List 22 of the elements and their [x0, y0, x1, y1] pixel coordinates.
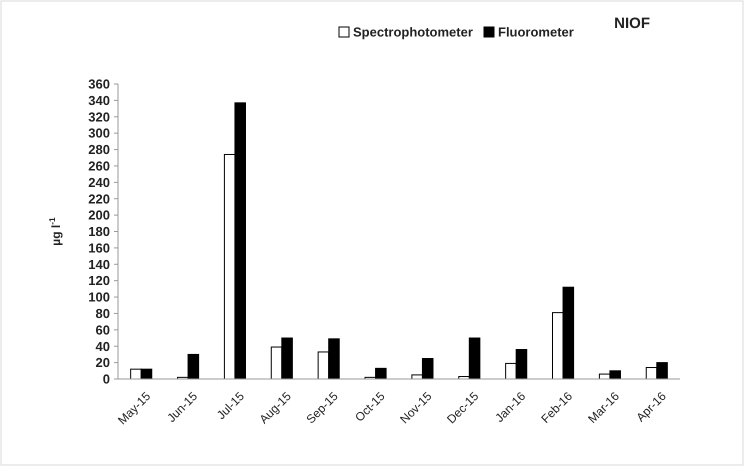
- y-tick-label: 200: [88, 208, 110, 223]
- y-tick-label: 360: [88, 76, 110, 92]
- y-tick-label: 300: [88, 126, 110, 141]
- legend-label: Fluorometer: [498, 24, 574, 40]
- y-tick-label: 0: [102, 372, 110, 387]
- y-tick-label: 60: [96, 322, 110, 338]
- y-tick-label: 160: [88, 240, 110, 256]
- y-tick-label: 220: [88, 191, 110, 206]
- y-tick-label: 340: [88, 92, 110, 108]
- y-tick-label: 320: [88, 109, 110, 124]
- y-tick-label: 120: [88, 273, 110, 288]
- y-tick-label: 40: [96, 338, 110, 354]
- legend-label: Spectrophotometer: [353, 24, 473, 40]
- y-tick-label: 20: [96, 355, 110, 370]
- y-tick-label: 140: [88, 256, 110, 272]
- y-tick-label: 100: [88, 290, 110, 305]
- chart-title: NIOF: [614, 15, 650, 32]
- y-tick-label: 280: [88, 142, 110, 158]
- y-tick-label: 240: [88, 174, 110, 190]
- y-tick-label: 260: [88, 158, 110, 174]
- y-tick-label: 80: [96, 306, 110, 321]
- y-tick-label: 180: [88, 224, 110, 240]
